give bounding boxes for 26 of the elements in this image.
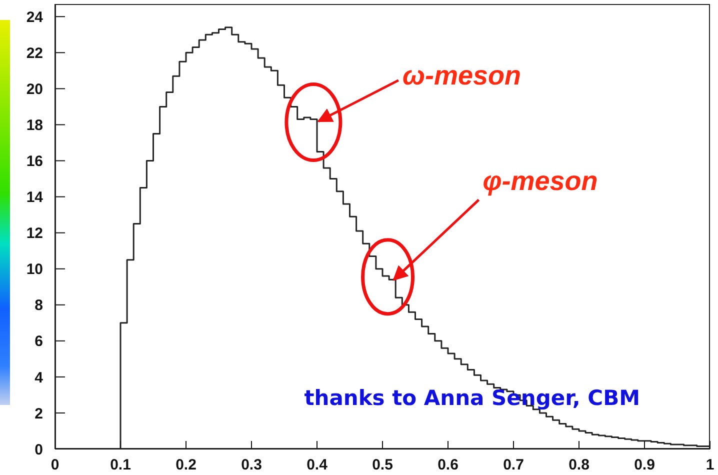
x-tick-label: 0.9 [634,456,655,474]
x-tick-label: 0.2 [176,456,196,474]
y-tick-label: 0 [34,441,43,458]
x-tick-label: 0.7 [503,456,524,474]
y-tick-label: 6 [34,333,43,350]
y-tick-label: 18 [26,117,43,134]
x-tick-label: 1 [706,456,714,474]
x-tick-label: 0.4 [306,456,328,474]
y-tick-label: 14 [26,189,44,206]
annotation: φ-meson [482,166,598,196]
y-tick-label: 4 [34,369,44,386]
y-tick-label: 2 [34,405,43,422]
y-tick-label: 22 [26,44,43,62]
x-tick-label: 0.5 [372,456,393,474]
x-tick-label: 0.3 [241,456,262,474]
y-tick-label: 16 [26,153,43,170]
y-tick-label: 10 [26,261,43,278]
y-tick-label: 8 [34,297,43,314]
x-tick-label: 0 [50,456,60,474]
x-tick-label: 0.1 [110,456,131,474]
x-tick-label: 0.6 [438,456,458,474]
x-tick-label: 0.8 [568,456,590,474]
y-tick-label: 20 [26,81,43,98]
annotation: ω-meson [402,60,521,90]
y-tick-label: 12 [26,225,43,242]
y-tick-label: 24 [26,8,44,26]
